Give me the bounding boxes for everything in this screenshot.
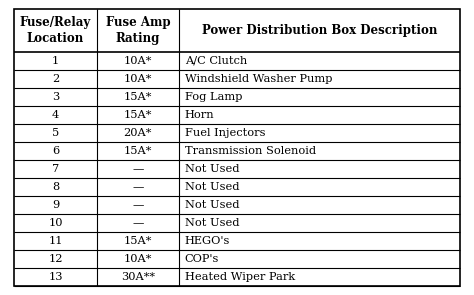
Text: Not Used: Not Used: [185, 218, 239, 228]
Text: Not Used: Not Used: [185, 200, 239, 210]
Text: Horn: Horn: [185, 110, 214, 120]
Text: 12: 12: [48, 254, 63, 264]
Text: COP's: COP's: [185, 254, 219, 264]
Text: Not Used: Not Used: [185, 182, 239, 192]
Text: —: —: [132, 182, 144, 192]
Text: Fuel Injectors: Fuel Injectors: [185, 128, 265, 138]
Text: 2: 2: [52, 74, 59, 84]
Text: 1: 1: [52, 56, 59, 66]
Text: —: —: [132, 200, 144, 210]
Text: HEGO's: HEGO's: [185, 236, 230, 246]
Text: —: —: [132, 218, 144, 228]
Text: A/C Clutch: A/C Clutch: [185, 56, 247, 66]
Text: Power Distribution Box Description: Power Distribution Box Description: [202, 24, 437, 37]
Text: 15A*: 15A*: [124, 146, 152, 156]
Text: 8: 8: [52, 182, 59, 192]
Text: 15A*: 15A*: [124, 92, 152, 102]
Text: 20A*: 20A*: [124, 128, 152, 138]
Text: Fuse Amp
Rating: Fuse Amp Rating: [106, 16, 170, 45]
Text: 30A**: 30A**: [121, 272, 155, 282]
Text: Transmission Solenoid: Transmission Solenoid: [185, 146, 316, 156]
Text: Heated Wiper Park: Heated Wiper Park: [185, 272, 295, 282]
Text: 10: 10: [48, 218, 63, 228]
Text: 5: 5: [52, 128, 59, 138]
Text: 10A*: 10A*: [124, 74, 152, 84]
Text: 15A*: 15A*: [124, 236, 152, 246]
Text: 10A*: 10A*: [124, 56, 152, 66]
Text: —: —: [132, 164, 144, 174]
Text: Not Used: Not Used: [185, 164, 239, 174]
Text: Fuse/Relay
Location: Fuse/Relay Location: [20, 16, 91, 45]
Text: Fog Lamp: Fog Lamp: [185, 92, 242, 102]
Text: 15A*: 15A*: [124, 110, 152, 120]
Text: 6: 6: [52, 146, 59, 156]
Text: 9: 9: [52, 200, 59, 210]
Text: 3: 3: [52, 92, 59, 102]
Text: 7: 7: [52, 164, 59, 174]
Text: 10A*: 10A*: [124, 254, 152, 264]
Text: Windshield Washer Pump: Windshield Washer Pump: [185, 74, 332, 84]
Text: 11: 11: [48, 236, 63, 246]
Text: 13: 13: [48, 272, 63, 282]
Text: 4: 4: [52, 110, 59, 120]
